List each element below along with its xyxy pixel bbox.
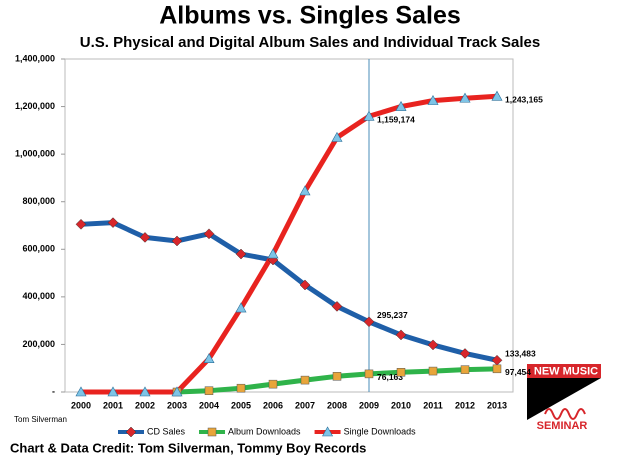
marker [459,348,471,359]
marker [331,301,343,312]
author: Tom Silverman [14,415,67,424]
logo: NEW MUSIC SEMINAR [527,364,601,432]
x-tick-label: 2011 [423,400,443,410]
legend-label: Album Downloads [228,426,301,436]
x-tick-label: 2001 [103,400,123,410]
marker [235,302,247,313]
credit: Chart & Data Credit: Tom Silverman, Tomm… [10,440,366,455]
logo-wave [544,408,586,420]
x-tick-label: 2002 [135,400,155,410]
marker [203,353,215,364]
marker [428,366,438,376]
data-label: 133,483 [505,349,536,359]
x-tick-label: 2006 [263,400,283,410]
data-label: 76,163 [377,372,403,382]
marker [207,427,217,437]
series-line [80,220,498,363]
data-label: 97,454 [505,367,531,377]
logo-band [527,364,601,378]
marker [427,95,439,105]
marker [236,383,246,393]
logo-shape [527,378,601,420]
marker [267,248,279,259]
marker [75,218,87,230]
y-tick-label: 1,000,000 [15,149,55,159]
legend-item: Album Downloads [199,426,301,436]
y-tick-label: 200,000 [22,339,55,349]
marker [299,185,311,196]
marker [107,217,119,228]
x-tick-label: 2013 [487,400,507,410]
logo-text: SEMINAR [537,420,588,432]
marker [75,386,87,397]
marker [460,365,470,374]
marker [459,92,471,103]
y-tick-label: 1,200,000 [15,101,55,111]
legend-label: CD Sales [147,426,186,436]
marker [363,316,375,328]
marker [331,131,343,142]
chart-subtitle: U.S. Physical and Digital Album Sales an… [80,34,540,51]
marker [139,232,151,243]
marker [395,100,407,111]
marker [171,235,183,247]
marker [235,248,247,260]
marker [268,379,278,389]
marker [491,90,503,101]
marker [364,369,374,379]
marker [300,375,310,385]
x-tick-label: 2007 [295,400,315,410]
marker [491,354,503,366]
data-label: 295,237 [377,310,408,320]
x-tick-label: 2012 [455,400,475,410]
marker [332,372,342,381]
data-label: 1,243,165 [505,95,543,105]
x-tick-label: 2000 [71,400,91,410]
legend-item: CD Sales [118,426,186,438]
marker [492,364,502,374]
x-tick-label: 2005 [231,400,251,410]
marker [299,279,311,291]
y-tick-label: 600,000 [22,244,55,254]
marker [139,386,151,397]
marker [171,386,183,397]
plot-frame [64,58,514,393]
y-tick-label: 800,000 [22,196,55,206]
x-tick-label: 2003 [167,400,187,410]
logo-text: NEW MUSIC [534,365,598,377]
marker [204,386,214,395]
y-tick-label: - [52,386,55,396]
series-line [81,93,498,395]
x-tick-label: 2008 [327,400,347,410]
x-tick-label: 2004 [199,400,219,410]
marker [203,228,215,240]
chart-title: Albums vs. Singles Sales [159,2,461,30]
marker [322,426,334,437]
y-tick-label: 1,400,000 [15,53,55,63]
data-label: 1,159,174 [377,115,415,125]
marker [125,426,137,438]
marker [363,110,375,121]
marker [427,339,439,351]
legend-item: Single Downloads [314,426,417,437]
x-tick-label: 2009 [359,400,379,410]
y-tick-label: 400,000 [22,291,55,301]
marker [107,386,119,397]
x-tick-label: 2010 [391,400,411,410]
legend-label: Single Downloads [344,426,417,436]
marker [395,329,407,341]
marker [396,368,406,377]
